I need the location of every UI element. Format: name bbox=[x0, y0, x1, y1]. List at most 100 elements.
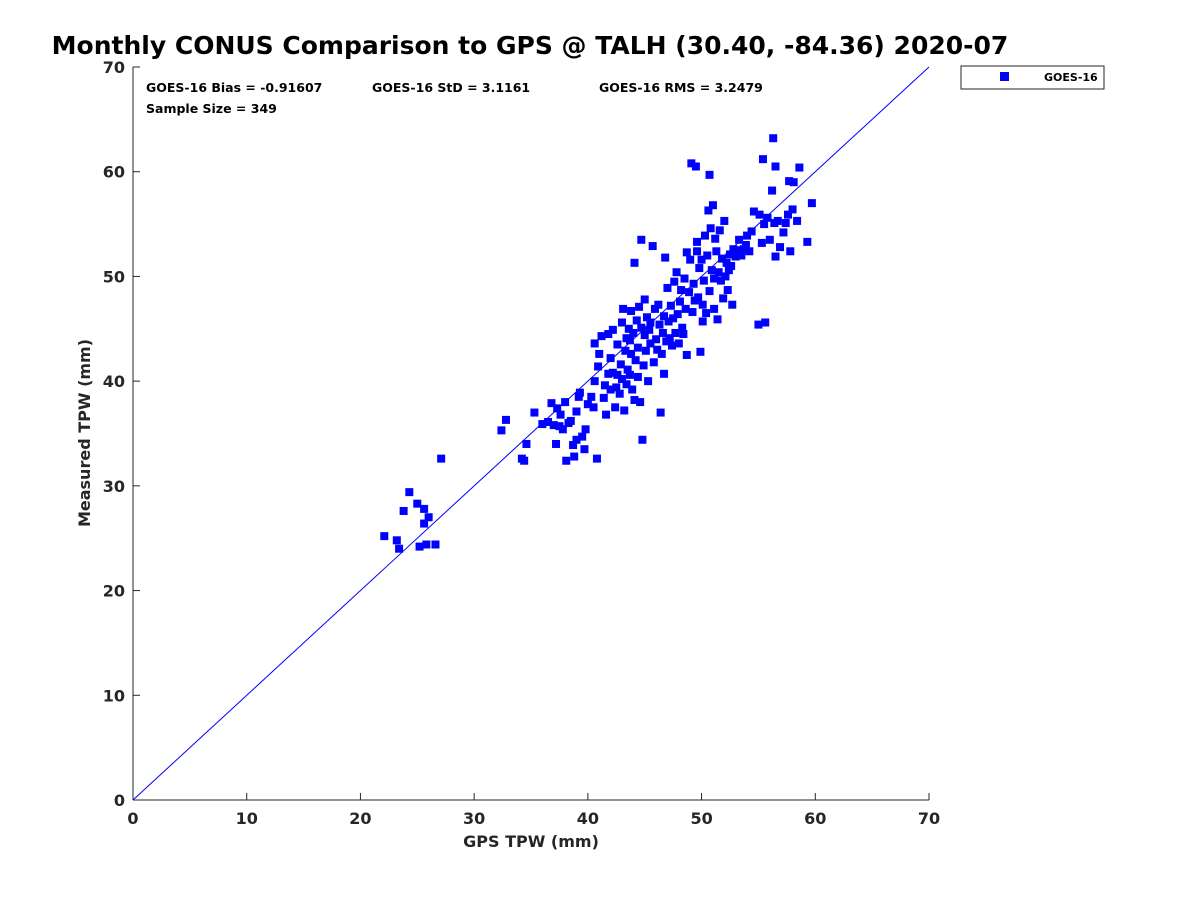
data-point bbox=[710, 274, 719, 283]
data-point bbox=[619, 304, 628, 313]
data-point bbox=[696, 347, 705, 356]
data-point bbox=[723, 286, 732, 295]
data-point bbox=[713, 315, 722, 324]
data-point bbox=[405, 488, 414, 497]
data-point bbox=[747, 227, 756, 236]
data-point bbox=[668, 341, 677, 350]
data-point bbox=[594, 362, 603, 371]
data-point bbox=[695, 264, 704, 273]
data-point bbox=[587, 392, 596, 401]
data-point bbox=[721, 272, 730, 281]
data-point bbox=[558, 425, 567, 434]
y-tick-label: 40 bbox=[103, 372, 125, 391]
data-point bbox=[613, 340, 622, 349]
data-point bbox=[706, 224, 715, 233]
data-point bbox=[729, 245, 738, 254]
data-point bbox=[664, 317, 673, 326]
data-point bbox=[661, 253, 670, 262]
data-point bbox=[760, 220, 769, 229]
data-point bbox=[675, 297, 684, 306]
x-axis-label: GPS TPW (mm) bbox=[463, 832, 599, 851]
x-tick-label: 70 bbox=[918, 809, 940, 828]
data-point bbox=[697, 255, 706, 264]
legend-marker-goes16 bbox=[1000, 72, 1009, 81]
data-point bbox=[648, 242, 657, 251]
data-point bbox=[763, 213, 772, 222]
data-point bbox=[606, 385, 615, 394]
data-point bbox=[681, 304, 690, 313]
data-point bbox=[702, 309, 711, 318]
data-point bbox=[522, 439, 531, 448]
data-point bbox=[769, 134, 778, 143]
data-point bbox=[636, 398, 645, 407]
data-point bbox=[625, 336, 634, 345]
data-point bbox=[575, 388, 584, 397]
data-point bbox=[592, 454, 601, 463]
data-point bbox=[666, 301, 675, 310]
data-point bbox=[716, 276, 725, 285]
data-point bbox=[737, 251, 746, 260]
x-tick-label: 20 bbox=[349, 809, 371, 828]
data-point bbox=[413, 499, 422, 508]
data-point bbox=[422, 540, 431, 549]
data-point bbox=[635, 302, 644, 311]
data-point bbox=[672, 268, 681, 277]
y-tick-label: 50 bbox=[103, 267, 125, 286]
data-point bbox=[698, 317, 707, 326]
one-to-one-line bbox=[132, 66, 930, 801]
data-point bbox=[669, 314, 678, 323]
data-point bbox=[595, 349, 604, 358]
stat-std: GOES-16 StD = 3.1161 bbox=[372, 80, 530, 95]
data-point bbox=[654, 300, 663, 309]
data-point bbox=[637, 235, 646, 244]
data-point bbox=[807, 199, 816, 208]
data-point bbox=[501, 415, 510, 424]
data-point bbox=[590, 339, 599, 348]
data-point bbox=[712, 247, 721, 256]
data-point bbox=[685, 288, 694, 297]
data-point bbox=[671, 328, 680, 337]
data-point bbox=[658, 328, 667, 337]
data-point bbox=[497, 426, 506, 435]
data-point bbox=[520, 456, 529, 465]
data-point bbox=[623, 365, 632, 374]
data-point bbox=[578, 432, 587, 441]
x-ticks: 0 10 20 30 40 50 60 70 bbox=[127, 793, 940, 828]
data-point bbox=[705, 287, 714, 296]
data-point bbox=[630, 395, 639, 404]
data-point bbox=[776, 243, 785, 252]
data-point bbox=[708, 201, 717, 210]
data-point bbox=[437, 454, 446, 463]
data-point bbox=[392, 536, 401, 545]
data-point bbox=[544, 417, 553, 426]
data-point bbox=[608, 325, 617, 334]
data-point bbox=[633, 343, 642, 352]
data-point bbox=[597, 332, 606, 341]
data-point bbox=[622, 380, 631, 389]
data-point bbox=[580, 445, 589, 454]
data-point bbox=[562, 456, 571, 465]
data-point bbox=[561, 398, 570, 407]
data-point bbox=[781, 219, 790, 228]
data-point bbox=[547, 399, 556, 408]
data-point bbox=[415, 542, 424, 551]
data-point bbox=[779, 228, 788, 237]
stat-sample-size: Sample Size = 349 bbox=[146, 101, 277, 116]
data-point bbox=[724, 266, 733, 275]
data-point bbox=[646, 339, 655, 348]
data-point bbox=[663, 283, 672, 292]
data-point bbox=[632, 316, 641, 325]
data-point bbox=[589, 403, 598, 412]
data-point bbox=[572, 435, 581, 444]
data-point bbox=[655, 320, 664, 329]
data-point bbox=[602, 410, 611, 419]
y-tick-label: 70 bbox=[103, 58, 125, 77]
y-tick-label: 0 bbox=[114, 791, 125, 810]
data-point bbox=[424, 513, 433, 522]
data-point bbox=[431, 540, 440, 549]
x-tick-label: 0 bbox=[127, 809, 138, 828]
data-point bbox=[628, 385, 637, 394]
data-point bbox=[653, 345, 662, 354]
data-point bbox=[693, 237, 702, 246]
data-point bbox=[793, 216, 802, 225]
